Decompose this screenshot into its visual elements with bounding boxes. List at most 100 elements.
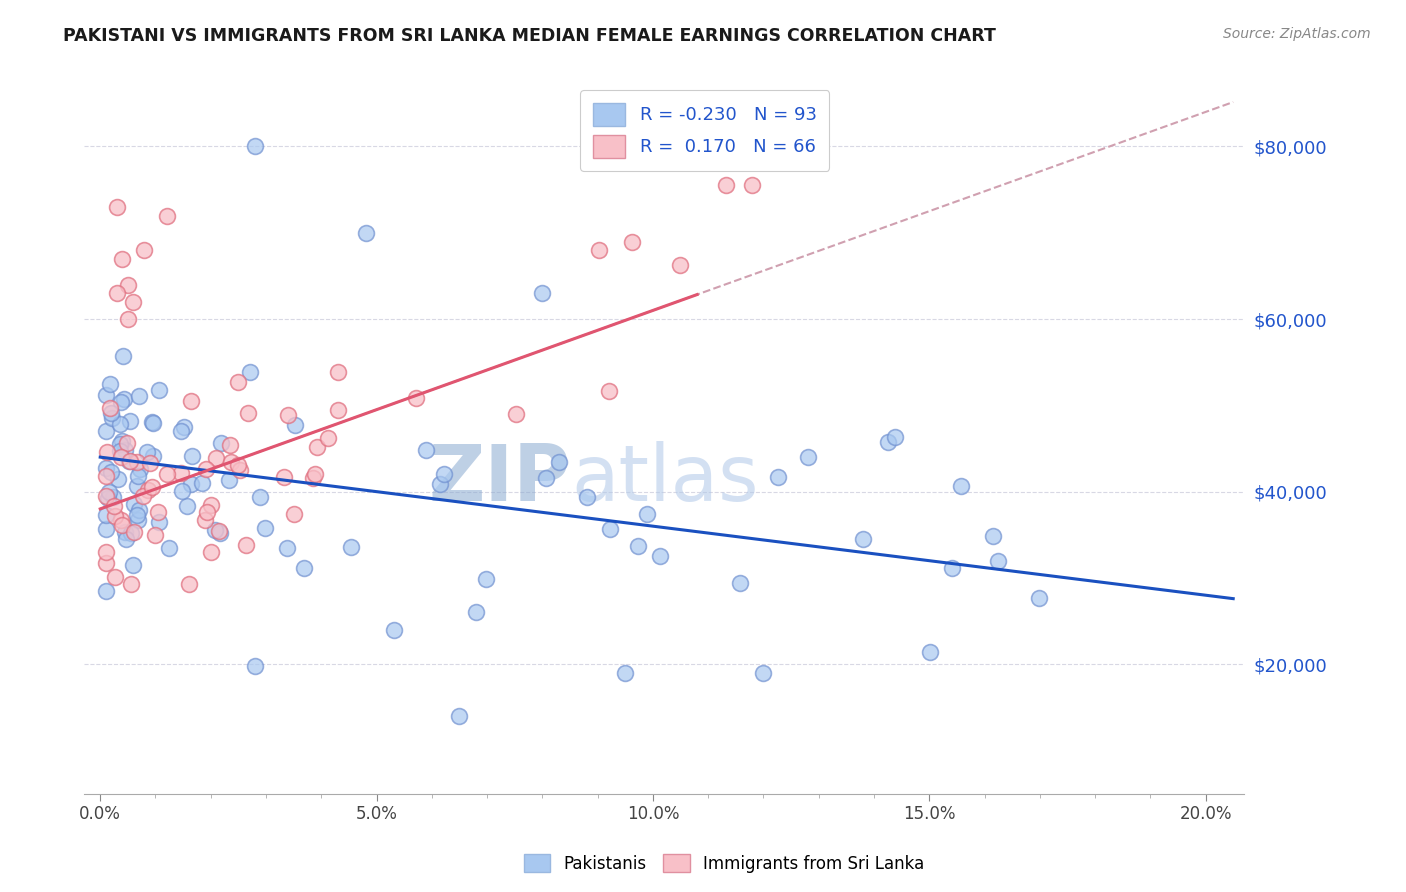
Point: [110, 513, 132, 527]
Point: [110, 450, 132, 464]
Point: [104, 508, 127, 523]
Point: [131, 490, 153, 504]
Point: [669, 258, 692, 272]
Point: [111, 252, 134, 266]
Point: [124, 524, 146, 539]
Point: [103, 500, 125, 514]
Point: [94, 461, 117, 475]
Point: [181, 449, 204, 463]
Point: [103, 570, 125, 584]
Point: [100, 406, 122, 420]
Point: [648, 549, 671, 564]
Point: [172, 483, 194, 498]
Point: [94, 468, 117, 483]
Point: [218, 473, 240, 487]
Point: [200, 498, 222, 512]
Point: [208, 524, 231, 538]
Point: [249, 490, 271, 504]
Point: [146, 504, 169, 518]
Point: [134, 243, 156, 257]
Point: [1028, 591, 1050, 605]
Point: [588, 243, 610, 257]
Point: [141, 479, 163, 493]
Point: [139, 457, 162, 471]
Point: [112, 349, 135, 363]
Point: [110, 394, 132, 409]
Point: [100, 465, 122, 479]
Point: [318, 431, 340, 445]
Text: ZIP: ZIP: [429, 441, 571, 516]
Point: [194, 461, 217, 475]
Point: [148, 515, 170, 529]
Point: [918, 644, 941, 658]
Point: [180, 394, 202, 409]
Point: [301, 471, 323, 485]
Point: [305, 440, 328, 454]
Point: [620, 235, 643, 249]
Point: [292, 561, 315, 575]
Point: [284, 417, 307, 432]
Point: [155, 209, 177, 223]
Point: [128, 503, 150, 517]
Point: [728, 575, 751, 590]
Point: [94, 489, 117, 503]
Point: [111, 518, 134, 533]
Point: [236, 405, 259, 419]
Legend: R = -0.230   N = 93, R =  0.170   N = 66: R = -0.230 N = 93, R = 0.170 N = 66: [579, 90, 830, 170]
Point: [195, 505, 218, 519]
Point: [114, 524, 136, 539]
Point: [226, 458, 249, 472]
Point: [273, 470, 295, 484]
Point: [415, 442, 437, 457]
Point: [170, 424, 193, 438]
Point: [136, 445, 159, 459]
Point: [254, 521, 277, 535]
Point: [598, 384, 620, 399]
Point: [226, 375, 249, 389]
Point: [405, 392, 427, 406]
Point: [238, 365, 260, 379]
Point: [94, 424, 117, 438]
Text: atlas: atlas: [571, 441, 759, 516]
Point: [114, 443, 136, 458]
Point: [170, 466, 193, 480]
Point: [219, 455, 242, 469]
Point: [741, 178, 763, 192]
Point: [117, 435, 139, 450]
Point: [876, 434, 898, 449]
Point: [94, 508, 117, 522]
Point: [176, 500, 198, 514]
Point: [105, 286, 128, 301]
Point: [156, 467, 179, 482]
Point: [120, 414, 142, 428]
Point: [118, 454, 141, 468]
Point: [141, 415, 163, 429]
Point: [112, 392, 135, 406]
Point: [209, 436, 232, 450]
Point: [531, 286, 554, 301]
Point: [354, 226, 377, 240]
Point: [328, 365, 350, 379]
Point: [205, 450, 228, 465]
Point: [180, 477, 202, 491]
Point: [121, 558, 143, 573]
Point: [714, 178, 737, 192]
Point: [122, 294, 145, 309]
Point: [142, 449, 165, 463]
Point: [98, 401, 121, 415]
Point: [105, 200, 128, 214]
Text: Source: ZipAtlas.com: Source: ZipAtlas.com: [1223, 27, 1371, 41]
Point: [98, 377, 121, 392]
Point: [118, 454, 141, 468]
Point: [94, 522, 117, 536]
Point: [796, 450, 818, 464]
Point: [766, 470, 789, 484]
Point: [94, 556, 117, 570]
Point: [204, 524, 226, 538]
Point: [627, 539, 650, 553]
Point: [120, 576, 142, 591]
Point: [125, 508, 148, 522]
Point: [328, 403, 350, 417]
Point: [138, 483, 160, 497]
Point: [986, 554, 1008, 568]
